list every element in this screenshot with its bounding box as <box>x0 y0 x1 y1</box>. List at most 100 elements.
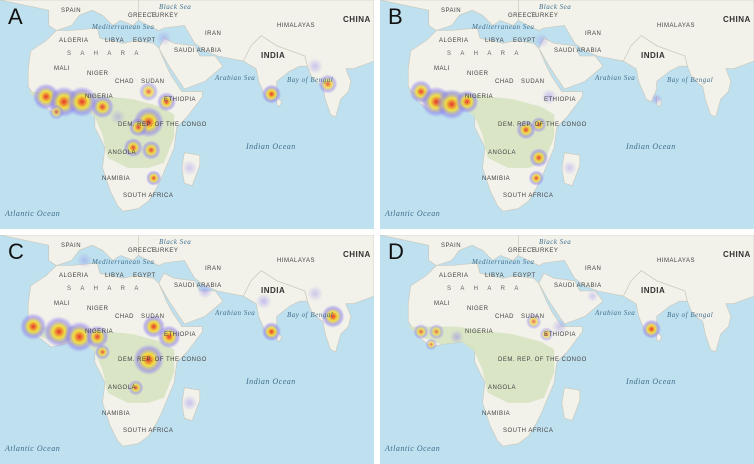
sudan-label: SUDAN <box>521 79 545 85</box>
panel-letter: D <box>388 239 404 264</box>
mediterranean-label: Mediterranean Sea <box>472 258 535 266</box>
asia-landmass <box>518 0 754 118</box>
black-sea-label: Black Sea <box>539 238 572 246</box>
madagascar-landmass <box>561 387 581 422</box>
bay-of-bengal-label: Bay of Bengal <box>667 311 714 319</box>
tropical-vegetation <box>408 91 555 168</box>
himalayas-label: HIMALAYAS <box>657 258 695 264</box>
spain-label: SPAIN <box>61 8 82 14</box>
heat-hotspot <box>110 109 126 125</box>
heat-hotspot <box>85 325 109 349</box>
iran-label: IRAN <box>205 31 222 37</box>
south-africa-label: SOUTH AFRICA <box>123 193 174 199</box>
heat-hotspot <box>133 344 165 376</box>
heat-hotspot <box>529 148 549 168</box>
heat-hotspot <box>128 117 148 137</box>
libya-label: LIBYA <box>485 38 505 44</box>
arabian-sea-label: Arabian Sea <box>215 74 256 82</box>
turkey-label: TURKEY <box>151 248 179 254</box>
greece-label: GREECE <box>508 13 537 19</box>
heat-hotspot <box>181 160 198 176</box>
india-landmass <box>623 270 688 338</box>
heat-hotspot <box>76 252 93 269</box>
iran-label: IRAN <box>205 266 222 272</box>
heat-hotspot <box>156 30 172 46</box>
angola-label: ANGOLA <box>488 150 517 156</box>
spain-label: SPAIN <box>441 243 462 249</box>
algeria-label: ALGERIA <box>59 38 89 44</box>
heat-hotspot <box>516 120 536 140</box>
map-panel-b: SPAIN GREECE TURKEY Black Sea Mediterranean … <box>380 0 754 229</box>
turkey-label: TURKEY <box>151 13 179 19</box>
drc-label: DEM. REP. OF THE CONGO <box>498 357 587 363</box>
atlantic-ocean-label: Atlantic Ocean <box>5 444 61 453</box>
saudi-arabia-label: SAUDI ARABIA <box>174 48 222 54</box>
heat-hotspot <box>261 322 282 342</box>
south-africa-label: SOUTH AFRICA <box>503 193 554 199</box>
algeria-label: ALGERIA <box>439 38 469 44</box>
turkey-label: TURKEY <box>531 13 559 19</box>
chad-label: CHAD <box>495 314 515 320</box>
map-panel-c: SPAIN GREECE TURKEY Black Sea Mediterranean … <box>0 235 374 464</box>
saudi-arabia-label: SAUDI ARABIA <box>554 283 602 289</box>
heat-hotspot <box>562 161 577 175</box>
niger-label: NIGER <box>87 306 109 312</box>
heat-hotspot <box>528 170 544 186</box>
heat-hotspot <box>19 313 47 340</box>
angola-label: ANGOLA <box>488 385 517 391</box>
heat-hotspot <box>641 319 662 339</box>
china-label: CHINA <box>723 250 751 259</box>
heat-hotspot <box>551 318 567 335</box>
heat-hotspot <box>157 325 181 349</box>
arabia-landmass <box>158 37 224 90</box>
nigeria-label: NIGERIA <box>85 329 114 335</box>
black-sea-label: Black Sea <box>539 3 572 11</box>
arabia-landmass <box>158 272 224 325</box>
himalayas-label: HIMALAYAS <box>277 258 315 264</box>
heat-hotspot <box>533 33 550 49</box>
china-label: CHINA <box>343 250 371 259</box>
greece-label: GREECE <box>508 248 537 254</box>
atlantic-ocean-label: Atlantic Ocean <box>5 209 61 218</box>
sudan-label: SUDAN <box>141 314 165 320</box>
heat-hotspot <box>321 304 345 328</box>
nigeria-label: NIGERIA <box>85 94 114 100</box>
egypt-label: EGYPT <box>133 38 156 44</box>
map-panel-a: SPAIN GREECE TURKEY Black Sea Mediterranean … <box>0 0 374 229</box>
ethiopia-label: ETHIOPIA <box>164 97 197 103</box>
namibia-label: NAMIBIA <box>482 176 511 182</box>
heat-hotspot <box>539 327 554 342</box>
tropical-vegetation <box>408 326 555 403</box>
map-panel-d: SPAIN GREECE TURKEY Black Sea Mediterranean … <box>380 235 754 464</box>
himalayas-label: HIMALAYAS <box>657 23 695 29</box>
niger-label: NIGER <box>87 71 109 77</box>
heat-hotspot <box>139 82 159 102</box>
asia-landmass <box>138 235 374 353</box>
heat-hotspot <box>531 117 547 133</box>
angola-label: ANGOLA <box>108 385 137 391</box>
heat-hotspot <box>91 95 114 119</box>
drc-label: DEM. REP. OF THE CONGO <box>498 122 587 128</box>
libya-label: LIBYA <box>105 273 125 279</box>
indian-ocean-label: Indian Ocean <box>626 142 676 151</box>
greece-label: GREECE <box>128 248 157 254</box>
sahara-label: S A H A R A <box>447 51 523 57</box>
black-sea-label: Black Sea <box>159 238 192 246</box>
heat-hotspot <box>541 89 557 105</box>
algeria-label: ALGERIA <box>439 273 469 279</box>
himalayas-label: HIMALAYAS <box>277 23 315 29</box>
panel-letter: C <box>8 239 24 264</box>
heat-hotspot <box>425 338 437 351</box>
saudi-arabia-label: SAUDI ARABIA <box>174 283 222 289</box>
heat-hotspot <box>94 344 111 360</box>
nigeria-label: NIGERIA <box>465 329 494 335</box>
egypt-label: EGYPT <box>133 273 156 279</box>
heat-hotspot <box>146 170 162 186</box>
nigeria-label: NIGERIA <box>465 94 494 100</box>
saudi-arabia-label: SAUDI ARABIA <box>554 48 602 54</box>
heat-hotspot <box>413 324 429 340</box>
mali-label: MALI <box>54 301 71 307</box>
heat-hotspot <box>261 84 282 104</box>
heat-hotspot <box>181 395 198 411</box>
angola-label: ANGOLA <box>108 150 137 156</box>
